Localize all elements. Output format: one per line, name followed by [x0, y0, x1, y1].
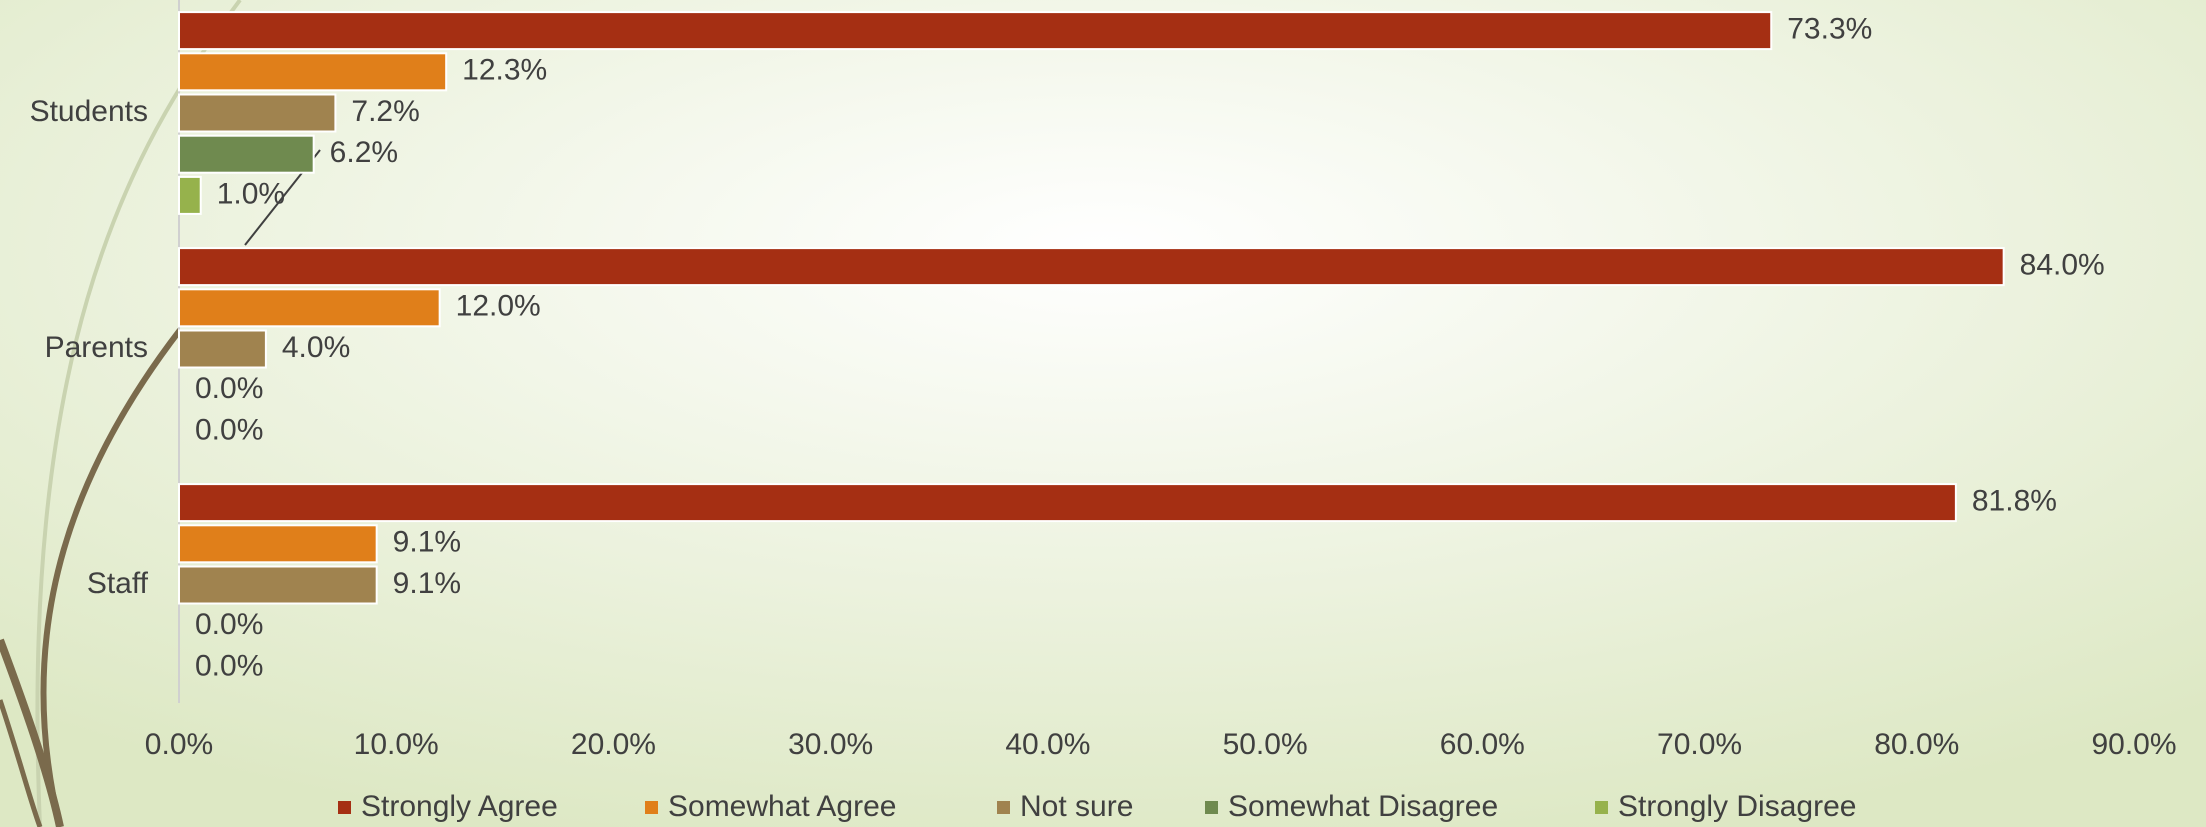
data-label: 0.0%: [195, 413, 263, 446]
bar: [178, 175, 202, 215]
data-label: 1.0%: [217, 177, 285, 210]
bar: [178, 93, 337, 133]
x-tick-label: 10.0%: [354, 728, 439, 761]
bar: [178, 524, 378, 564]
x-tick-label: 0.0%: [145, 728, 213, 761]
data-label: 0.0%: [195, 372, 263, 405]
data-label: 12.0%: [456, 290, 541, 323]
bar: [178, 288, 441, 328]
data-label: 0.0%: [195, 608, 263, 641]
data-label: 73.3%: [1787, 13, 1872, 46]
x-tick-label: 70.0%: [1657, 728, 1742, 761]
legend-marker: [997, 801, 1010, 814]
bar: [178, 134, 315, 174]
legend-label: Not sure: [1020, 790, 1133, 823]
bar: [178, 329, 267, 369]
legend-label: Somewhat Disagree: [1228, 790, 1498, 823]
legend-marker: [1205, 801, 1218, 814]
y-tick-label: Students: [30, 95, 148, 128]
x-tick-label: 20.0%: [571, 728, 656, 761]
y-tick-label: Staff: [87, 567, 149, 600]
y-tick-label: Parents: [45, 331, 148, 364]
data-label: 12.3%: [462, 54, 547, 87]
data-label: 81.8%: [1972, 485, 2057, 518]
x-tick-label: 30.0%: [788, 728, 873, 761]
x-tick-label: 60.0%: [1440, 728, 1525, 761]
data-label: 0.0%: [195, 649, 263, 682]
data-label: 4.0%: [282, 331, 350, 364]
bar: [178, 483, 1957, 523]
bar: [178, 247, 2005, 287]
bar: [178, 11, 1773, 51]
data-label: 7.2%: [351, 95, 419, 128]
legend-marker: [645, 801, 658, 814]
data-label: 9.1%: [393, 526, 461, 559]
x-tick-label: 40.0%: [1005, 728, 1090, 761]
legend-label: Strongly Disagree: [1618, 790, 1856, 823]
data-label: 9.1%: [393, 567, 461, 600]
legend-label: Somewhat Agree: [668, 790, 896, 823]
legend-marker: [338, 801, 351, 814]
legend-label: Strongly Agree: [361, 790, 558, 823]
legend-marker: [1595, 801, 1608, 814]
x-tick-label: 90.0%: [2091, 728, 2176, 761]
x-tick-label: 80.0%: [1874, 728, 1959, 761]
data-label: 6.2%: [330, 136, 398, 169]
bar: [178, 52, 448, 92]
bar: [178, 565, 378, 605]
data-label: 84.0%: [2020, 249, 2105, 282]
x-tick-label: 50.0%: [1223, 728, 1308, 761]
